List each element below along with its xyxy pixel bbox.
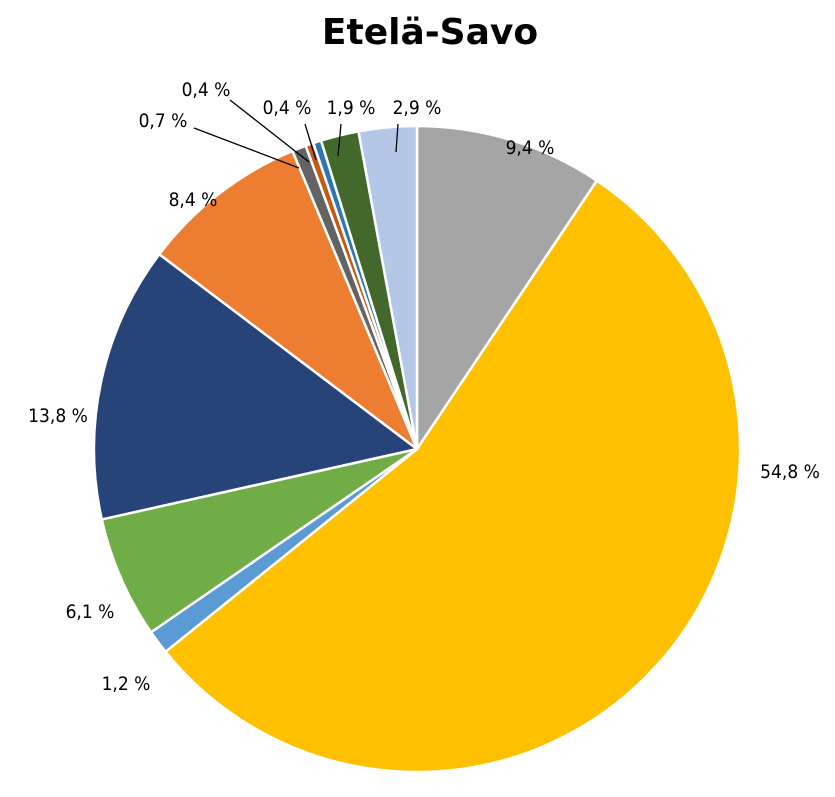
data-label: 0,4 % xyxy=(182,79,231,101)
data-label: 54,8 % xyxy=(760,461,820,483)
pie-slice xyxy=(164,179,742,774)
pie-slice xyxy=(415,124,599,451)
pie-slice xyxy=(100,447,419,634)
data-label: 1,9 % xyxy=(327,97,376,119)
leader-line xyxy=(193,127,300,169)
data-label: 8,4 % xyxy=(169,189,218,211)
chart-title: Etelä-Savo xyxy=(322,12,538,53)
leader-line xyxy=(395,123,399,153)
data-label: 1,2 % xyxy=(102,673,151,695)
data-label: 0,7 % xyxy=(139,110,188,132)
leader-line xyxy=(337,123,342,157)
pie-slice xyxy=(92,253,419,521)
leader-line xyxy=(229,99,310,163)
data-label: 9,4 % xyxy=(506,137,555,159)
data-label: 2,9 % xyxy=(393,97,442,119)
data-label: 13,8 % xyxy=(28,405,88,427)
pie-slice xyxy=(357,124,419,451)
data-label: 0,4 % xyxy=(263,97,312,119)
pie-slice xyxy=(158,149,419,451)
data-label: 6,1 % xyxy=(66,601,115,623)
pie-slices xyxy=(92,124,742,774)
leader-line xyxy=(304,123,317,161)
leader-lines xyxy=(193,99,399,169)
data-labels: 9,4 % 54,8 % 1,2 % 6,1 % 13,8 % 8,4 % 0,7 % 0,4… xyxy=(28,79,820,695)
